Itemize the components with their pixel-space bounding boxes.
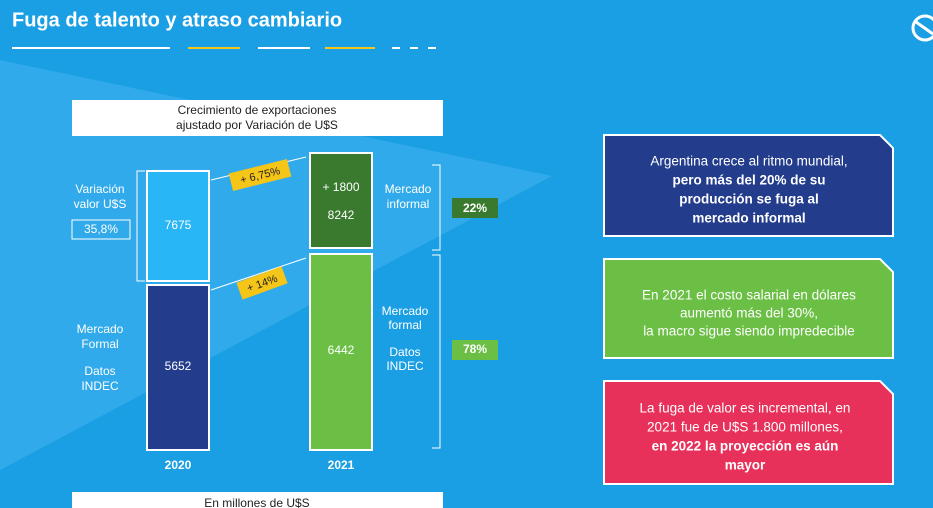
share-box (452, 198, 498, 218)
bar-segment (309, 152, 373, 249)
logo (911, 14, 933, 42)
panel-text: la macro sigue siendo impredecible (643, 324, 855, 339)
chart-title: ajustado por Variación de U$S (176, 118, 338, 132)
growth-tag: + 6,75% (228, 159, 292, 191)
label: Mercado (385, 182, 432, 196)
panel-text: 2021 fue de U$S 1.800 millones, (647, 420, 843, 435)
label: 35,8% (84, 222, 118, 236)
bar-label: + 1800 (322, 180, 359, 194)
panel (603, 380, 894, 485)
bar-label: 8242 (328, 208, 355, 222)
panel-text: aumentó más del 30%, (680, 306, 818, 321)
bar-label: 6442 (328, 343, 355, 357)
bracket (432, 254, 441, 449)
panel (603, 258, 894, 359)
panel-text: mayor (725, 458, 766, 473)
label: informal (387, 197, 430, 211)
chart-title-box (72, 100, 443, 136)
chart-footer: En millones de U$S (204, 496, 309, 508)
title: Fuga de talento y atraso cambiario (12, 9, 342, 31)
value-box (71, 219, 131, 240)
label: INDEC (386, 359, 424, 373)
connector (210, 257, 307, 291)
bar-segment (146, 170, 210, 282)
bar-segment (146, 284, 210, 451)
year-label: 2021 (328, 458, 355, 472)
panel-text: Argentina crece al ritmo mundial, (650, 154, 847, 169)
label: Datos (84, 364, 115, 378)
label: formal (388, 318, 421, 332)
panel-text: En 2021 el costo salarial en dólares (642, 288, 856, 303)
share-box (452, 340, 498, 360)
light-wedge (0, 60, 552, 470)
panel-text: en 2022 la proyección es aún (652, 439, 839, 454)
label: Mercado (382, 304, 429, 318)
label: valor U$S (74, 197, 127, 211)
footer-box (72, 492, 443, 508)
label: Formal (81, 337, 118, 351)
bar-label: 5652 (165, 359, 192, 373)
bar-label: 7675 (165, 218, 192, 232)
panel-text: mercado informal (692, 211, 805, 226)
panel-text: producción se fuga al (679, 192, 819, 207)
bar-segment (309, 253, 373, 451)
label: Datos (389, 345, 420, 359)
label: INDEC (81, 379, 119, 393)
panel (603, 134, 894, 237)
share-label: 78% (463, 342, 487, 356)
chart-title: Crecimiento de exportaciones (178, 103, 337, 117)
label: Variación (75, 182, 124, 196)
year-label: 2020 (165, 458, 192, 472)
bracket (432, 164, 441, 251)
panel-text: La fuga de valor es incremental, en (640, 401, 851, 416)
panel-text: pero más del 20% de su (672, 173, 825, 188)
bracket (136, 170, 145, 282)
label: Mercado (77, 322, 124, 336)
share-label: 22% (463, 201, 487, 215)
